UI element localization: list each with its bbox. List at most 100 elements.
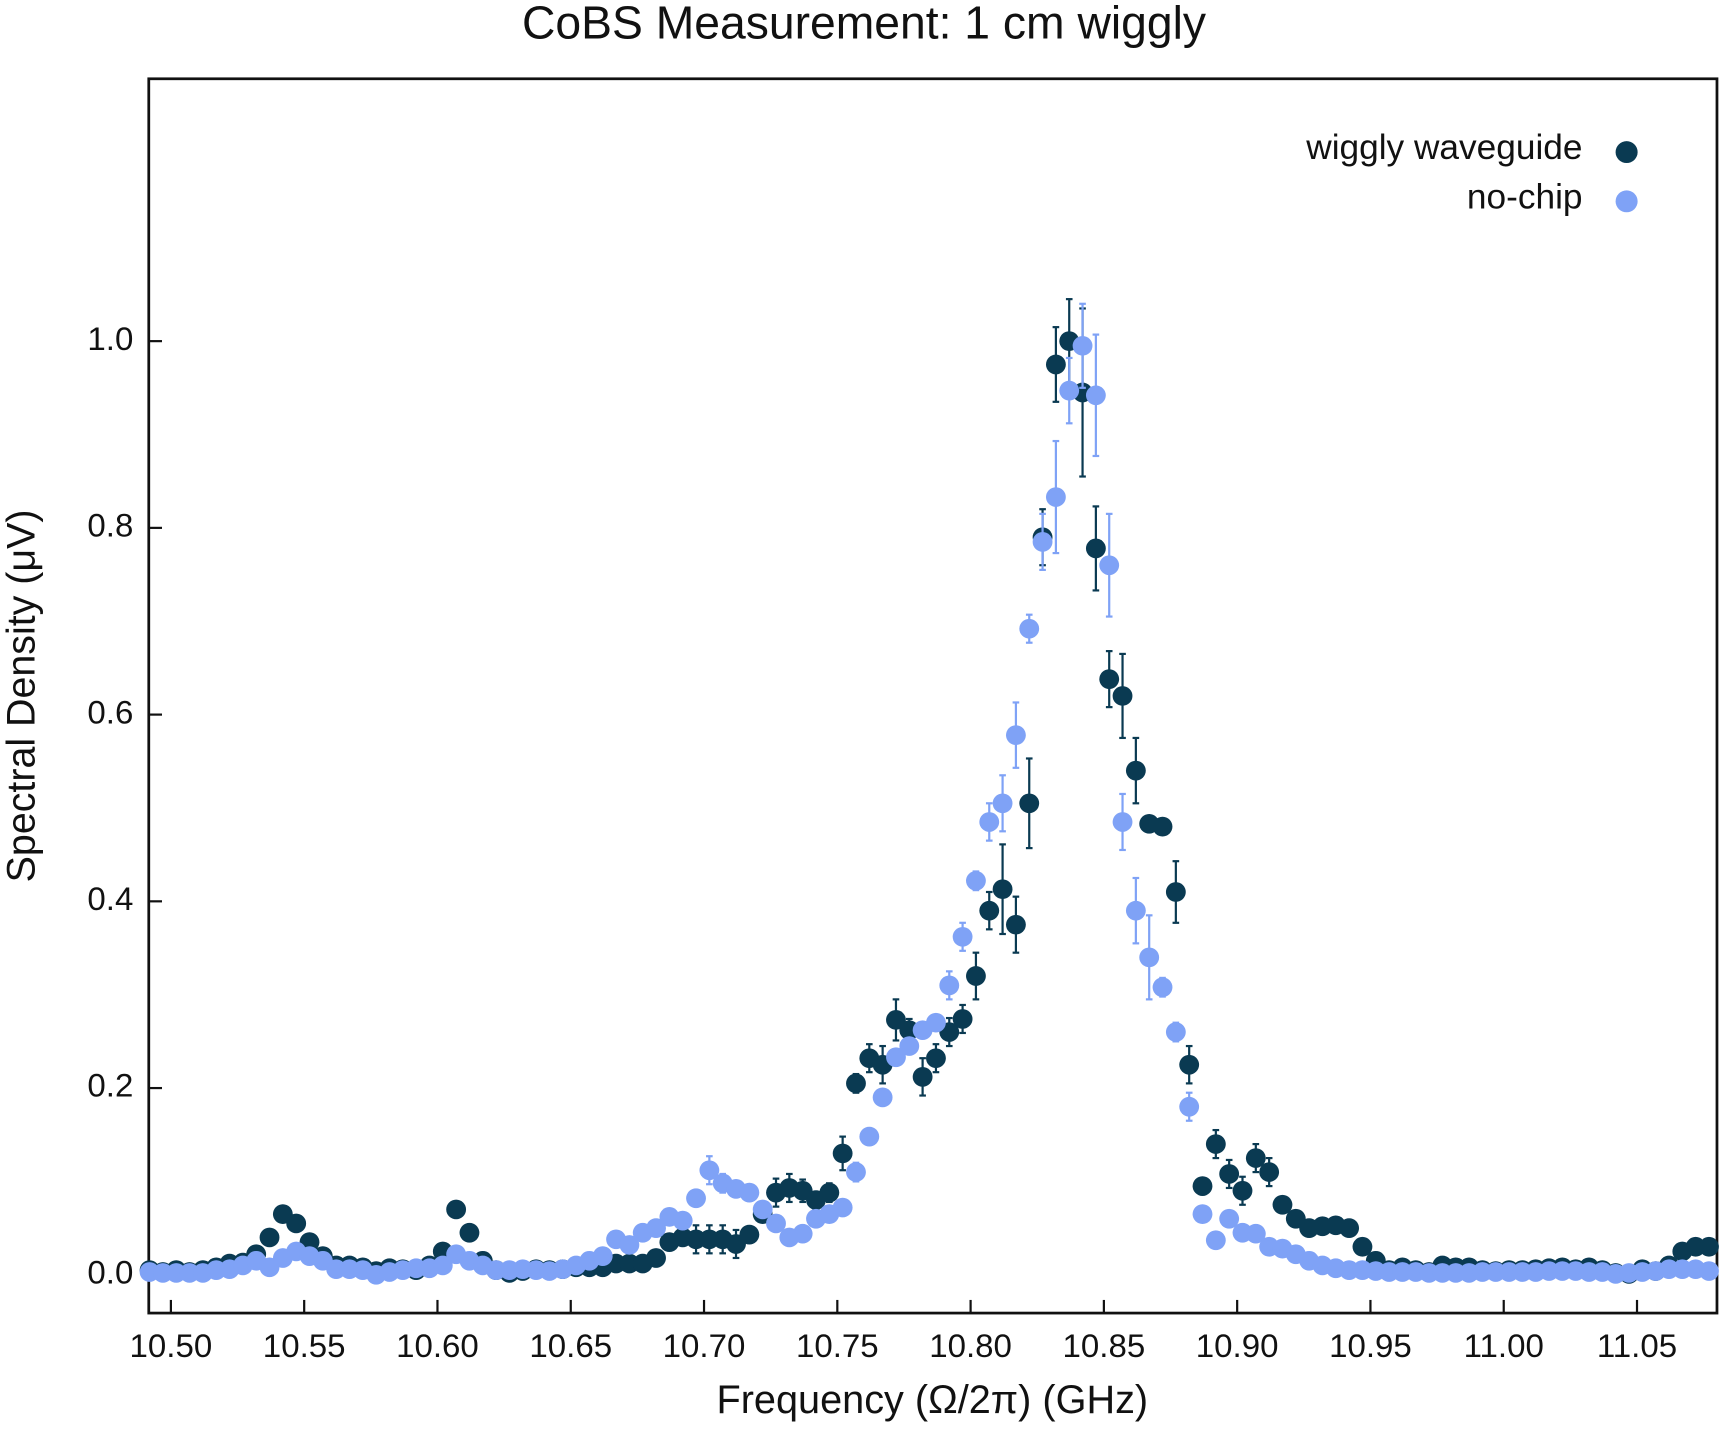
y-tick-label: 0.8 — [87, 507, 133, 544]
y-axis-label: Spectral Density (μV) — [0, 510, 44, 883]
data-point — [1165, 882, 1186, 902]
data-point — [1085, 538, 1106, 559]
x-tick-label: 10.70 — [663, 1327, 746, 1364]
y-tick-label: 0.0 — [87, 1254, 133, 1291]
data-point — [619, 1235, 640, 1255]
data-point — [1045, 354, 1066, 375]
data-point — [1245, 1148, 1266, 1168]
data-point — [1059, 380, 1080, 401]
y-tick-label: 1.0 — [87, 320, 133, 357]
x-tick-label: 10.60 — [396, 1327, 479, 1364]
data-point — [1019, 793, 1040, 814]
x-tick-label: 11.05 — [1597, 1327, 1677, 1364]
data-point — [1005, 914, 1026, 935]
data-point — [699, 1160, 720, 1181]
x-tick-label: 10.50 — [130, 1327, 213, 1364]
data-point — [952, 926, 973, 947]
data-point — [1232, 1180, 1253, 1201]
plot-frame — [147, 77, 1719, 1315]
legend-label: wiggly waveguide — [1305, 128, 1582, 167]
data-point — [1352, 1236, 1373, 1257]
data-point — [1339, 1218, 1360, 1238]
data-point — [766, 1213, 786, 1234]
data-point — [1259, 1162, 1280, 1182]
data-point — [1699, 1236, 1719, 1257]
data-point — [966, 966, 986, 986]
data-point — [1019, 618, 1040, 639]
data-point — [646, 1248, 666, 1268]
data-point — [1125, 760, 1146, 781]
data-point — [966, 870, 986, 891]
data-point — [912, 1067, 933, 1087]
data-point — [1179, 1096, 1200, 1117]
x-tick-label: 10.65 — [529, 1327, 612, 1364]
x-tick-label: 10.85 — [1063, 1327, 1146, 1364]
data-point — [739, 1182, 760, 1203]
x-tick-label: 10.95 — [1329, 1327, 1412, 1364]
data-point — [1032, 532, 1053, 552]
data-point — [1165, 1022, 1186, 1042]
data-point — [1179, 1054, 1200, 1075]
data-point — [1099, 555, 1120, 576]
data-point — [832, 1197, 853, 1218]
data-point — [846, 1162, 866, 1182]
legend-label: no-chip — [1467, 178, 1583, 217]
data-point — [432, 1255, 453, 1276]
data-point — [1152, 816, 1173, 837]
data-point — [979, 812, 1000, 832]
x-tick-label: 10.80 — [929, 1327, 1012, 1364]
x-tick-label: 10.75 — [796, 1327, 879, 1364]
data-point — [886, 1047, 906, 1068]
data-point — [259, 1227, 280, 1248]
data-point — [459, 1222, 480, 1243]
data-point — [832, 1143, 853, 1164]
data-point — [1205, 1230, 1226, 1251]
data-point — [739, 1224, 760, 1245]
data-point — [646, 1218, 666, 1238]
data-point — [286, 1213, 307, 1234]
data-point — [592, 1246, 613, 1266]
data-point — [1045, 487, 1066, 507]
x-tick-label: 10.90 — [1196, 1327, 1279, 1364]
data-point — [446, 1199, 467, 1220]
data-point — [1219, 1208, 1240, 1229]
data-point — [872, 1087, 893, 1108]
y-tick-label: 0.4 — [87, 880, 133, 917]
legend-marker — [1615, 141, 1638, 164]
data-point — [1139, 947, 1160, 968]
chart-title: CoBS Measurement: 1 cm wiggly — [522, 0, 1206, 48]
data-point — [1699, 1261, 1719, 1281]
y-tick-label: 0.6 — [87, 693, 133, 730]
data-point — [886, 1010, 906, 1030]
data-point — [672, 1210, 693, 1231]
data-point — [1205, 1134, 1226, 1154]
data-point — [926, 1048, 946, 1069]
data-point — [1085, 385, 1106, 406]
data-point — [1152, 977, 1173, 998]
data-point — [1112, 812, 1133, 832]
data-point — [792, 1223, 813, 1244]
data-point — [1099, 669, 1120, 689]
data-point — [819, 1182, 840, 1203]
data-point — [1005, 725, 1026, 745]
x-tick-label: 11.00 — [1464, 1327, 1544, 1364]
data-point — [1219, 1164, 1240, 1184]
data-point — [899, 1036, 920, 1056]
x-tick-label: 10.55 — [263, 1327, 346, 1364]
legend-marker — [1615, 190, 1638, 213]
data-point — [1245, 1223, 1266, 1244]
data-point — [939, 975, 960, 996]
data-point — [992, 793, 1013, 814]
data-point — [979, 900, 1000, 921]
data-point — [1125, 900, 1146, 921]
x-axis-label: Frequency (Ω/2π) (GHz) — [717, 1378, 1149, 1422]
y-tick-label: 0.2 — [87, 1067, 133, 1104]
data-point — [926, 1012, 946, 1033]
data-point — [1072, 335, 1093, 356]
data-point — [686, 1188, 706, 1209]
data-point — [859, 1126, 880, 1147]
data-point — [1272, 1194, 1293, 1215]
data-point — [992, 879, 1013, 900]
